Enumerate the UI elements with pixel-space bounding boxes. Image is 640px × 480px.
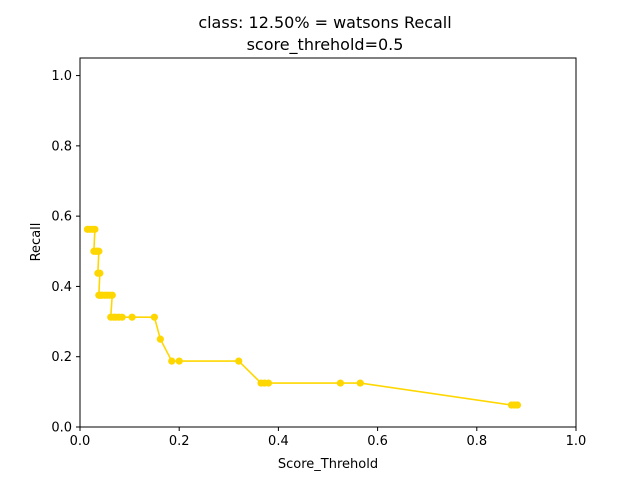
data-point (96, 269, 104, 277)
x-axis: 0.0 0.2 0.4 0.6 0.8 1.0 (70, 427, 587, 449)
y-tick-label: 0.6 (51, 210, 72, 225)
data-point (108, 291, 116, 299)
plot-area (79, 57, 577, 428)
data-point (150, 313, 158, 321)
x-tick-label: 1.0 (566, 434, 587, 449)
x-tick-label: 0.0 (70, 434, 91, 449)
chart-title: class: 12.50% = watsons Recall (198, 13, 451, 32)
x-tick-label: 0.8 (466, 434, 487, 449)
data-point (168, 357, 176, 365)
data-point (513, 401, 522, 409)
x-axis-label: Score_Threhold (278, 457, 378, 472)
data-point (128, 313, 136, 321)
data-point (356, 379, 364, 387)
data-point (91, 225, 99, 233)
x-tick-label: 0.4 (268, 434, 289, 449)
data-point (336, 379, 344, 387)
y-tick-label: 0.0 (51, 421, 72, 436)
data-point (235, 357, 243, 365)
x-tick-label: 0.2 (169, 434, 190, 449)
y-tick-label: 0.4 (51, 280, 72, 295)
y-tick-label: 0.8 (51, 139, 72, 154)
axes-frame (79, 57, 577, 428)
y-axis: 0.0 0.2 0.4 0.6 0.8 1.0 (51, 69, 80, 436)
data-point (95, 247, 103, 255)
data-point (264, 379, 273, 387)
data-point (175, 357, 183, 365)
data-point (118, 313, 126, 321)
y-tick-label: 1.0 (51, 69, 72, 84)
y-axis-label: Recall (29, 223, 44, 262)
x-tick-label: 0.6 (367, 434, 388, 449)
data-point (156, 335, 164, 343)
chart-subtitle: score_threhold=0.5 (247, 35, 404, 55)
series-layer (83, 225, 522, 409)
y-tick-label: 0.2 (51, 350, 72, 365)
